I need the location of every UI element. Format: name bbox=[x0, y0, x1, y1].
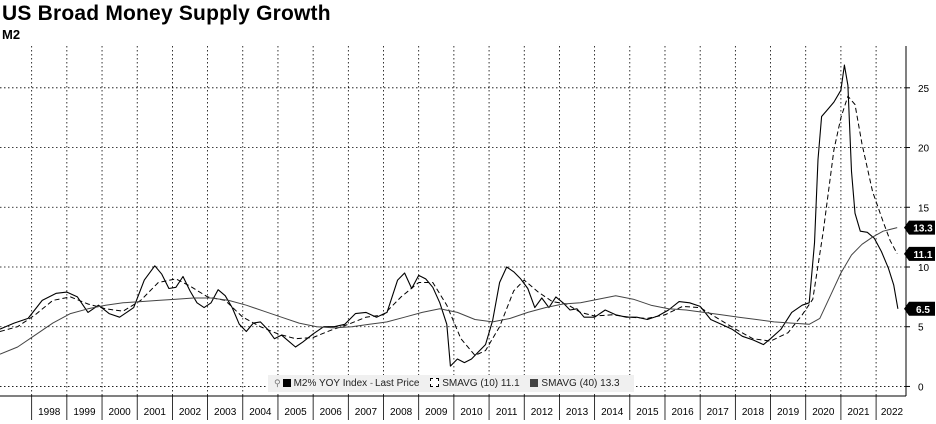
value-badges: 13.3 11.1 6.5 bbox=[904, 220, 935, 316]
legend-item-smavg10[interactable]: SMAVG (10) 11.1 bbox=[430, 375, 520, 392]
y-tick-label: 20 bbox=[918, 144, 930, 155]
y-tick-label: 0 bbox=[918, 382, 924, 393]
arrow-icon: - bbox=[369, 378, 373, 388]
legend-stat-m2: Last Price bbox=[374, 378, 420, 389]
x-tick-label: 2007 bbox=[355, 407, 378, 418]
series-layer bbox=[0, 64, 899, 367]
x-tick-label: 2002 bbox=[179, 407, 202, 418]
value-badge-2 bbox=[904, 246, 935, 261]
legend-label-smavg10: SMAVG (10) bbox=[442, 378, 499, 389]
x-tick-label: 2004 bbox=[249, 407, 272, 418]
legend-swatch-gray bbox=[530, 379, 539, 387]
legend-value-smavg10: 11.1 bbox=[500, 378, 520, 389]
legend-item-smavg40[interactable]: SMAVG (40) 13.3 bbox=[530, 375, 620, 392]
legend-item-m2[interactable]: ⚲ M2% YOY Index - Last Price bbox=[274, 375, 419, 392]
legend-label-smavg40: SMAVG (40) bbox=[541, 378, 598, 389]
x-tick-label: 2003 bbox=[214, 407, 237, 418]
pin-icon: ⚲ bbox=[274, 378, 281, 388]
x-tick-label: 2022 bbox=[881, 407, 904, 418]
plot-frame bbox=[0, 46, 907, 397]
y-tick-label: 10 bbox=[918, 263, 930, 274]
grid-lines bbox=[0, 46, 906, 396]
x-tick-label: 2005 bbox=[284, 407, 307, 418]
x-tick-label: 2013 bbox=[566, 407, 589, 418]
x-tick-label: 2009 bbox=[425, 407, 448, 418]
x-tick-label: 2011 bbox=[496, 407, 518, 418]
x-tick-label: 2001 bbox=[144, 407, 167, 418]
x-tick-label: 2006 bbox=[320, 407, 343, 418]
x-tick-label: 2010 bbox=[460, 407, 483, 418]
legend-swatch-dashed bbox=[430, 378, 440, 387]
series-line-3 bbox=[0, 227, 898, 355]
legend-swatch-solid bbox=[282, 379, 291, 387]
x-tick-label: 2021 bbox=[847, 407, 870, 418]
x-tick-label: 1999 bbox=[73, 407, 96, 418]
chart-subtitle: M2 bbox=[2, 27, 21, 42]
x-tick-label: 2017 bbox=[707, 407, 730, 418]
y-tick-label: 15 bbox=[918, 203, 930, 214]
series-line-2 bbox=[0, 95, 898, 356]
y-tick-label: 5 bbox=[918, 323, 924, 334]
value-badge-label: 6.5 bbox=[916, 305, 930, 316]
x-tick-label: 2019 bbox=[777, 407, 800, 418]
value-badge-label: 13.3 bbox=[913, 224, 933, 235]
x-tick-label: 2015 bbox=[636, 407, 659, 418]
legend-label-m2: M2% YOY Index bbox=[293, 378, 368, 389]
x-tick-label: 2020 bbox=[812, 407, 835, 418]
y-axis: 0 5 10 15 20 25 bbox=[906, 84, 930, 393]
x-tick-label: 2000 bbox=[109, 407, 132, 418]
y-tick-label: 25 bbox=[918, 84, 930, 95]
legend: ⚲ M2% YOY Index - Last Price SMAVG (10) 11… bbox=[268, 375, 634, 392]
x-tick-label: 2018 bbox=[742, 407, 765, 418]
x-tick-label: 2012 bbox=[531, 407, 554, 418]
x-tick-label: 2008 bbox=[390, 407, 413, 418]
chart-title: US Broad Money Supply Growth bbox=[2, 2, 331, 25]
x-tick-label: 1998 bbox=[38, 407, 61, 418]
value-badge-label: 11.1 bbox=[914, 250, 933, 261]
x-axis: 1998 1999 2000 2001 2002 2003 2004 2005 2006 2007… bbox=[31, 396, 904, 420]
x-tick-label: 2014 bbox=[601, 407, 624, 418]
value-badge-1 bbox=[904, 220, 935, 235]
series-line-1 bbox=[0, 64, 899, 367]
legend-value-smavg40: 13.3 bbox=[600, 378, 620, 389]
value-badge-3 bbox=[904, 301, 935, 316]
x-tick-label: 2016 bbox=[671, 407, 694, 418]
